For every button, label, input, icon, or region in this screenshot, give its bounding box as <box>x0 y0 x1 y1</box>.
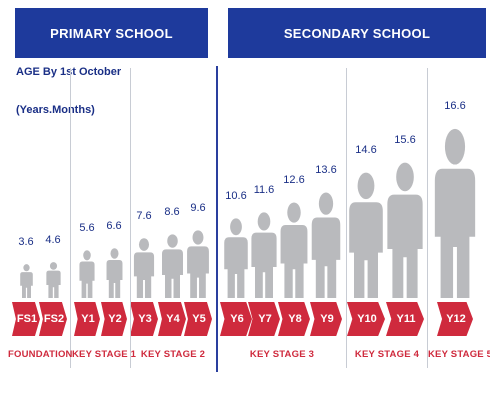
stage-label-2: KEY STAGE 2 <box>140 349 206 360</box>
year-badge-y11: Y11 <box>386 302 424 336</box>
year-badge-y4: Y4 <box>158 302 186 336</box>
stage-separator <box>346 68 347 368</box>
year-badge-y9: Y9 <box>310 302 342 336</box>
child-figure-icon-y7 <box>249 212 279 303</box>
child-figure-icon-y9 <box>309 192 343 303</box>
child-figure-icon-y11 <box>384 162 426 303</box>
year-badge-y8: Y8 <box>278 302 310 336</box>
year-code: Y6 <box>230 313 244 325</box>
year-code: Y8 <box>288 313 302 325</box>
year-code: Y10 <box>357 313 377 325</box>
year-badge-fs2: FS2 <box>39 302 67 336</box>
age-label-y3: 7.6 <box>136 210 152 222</box>
child-figure-icon-fs2 <box>45 262 62 303</box>
year-code: Y5 <box>192 313 206 325</box>
age-label-y12: 16.6 <box>444 100 466 112</box>
age-label-y11: 15.6 <box>394 134 416 146</box>
year-badge-y7: Y7 <box>248 302 280 336</box>
age-label-y1: 5.6 <box>79 222 95 234</box>
child-figure-icon-fs1 <box>19 264 34 303</box>
year-code: Y3 <box>138 313 152 325</box>
year-badge-y1: Y1 <box>74 302 100 336</box>
year-code: Y12 <box>446 313 466 325</box>
stage-label-5: KEY STAGE 5 <box>428 349 490 360</box>
year-badge-y5: Y5 <box>184 302 212 336</box>
year-code: Y9 <box>320 313 334 325</box>
child-figure-icon-y12 <box>431 128 479 303</box>
year-code: Y4 <box>166 313 180 325</box>
year-code: Y11 <box>396 313 416 325</box>
year-badge-y2: Y2 <box>101 302 127 336</box>
age-label-y5: 9.6 <box>190 202 206 214</box>
year-badge-y10: Y10 <box>347 302 385 336</box>
primary-school-title: PRIMARY SCHOOL <box>50 25 173 41</box>
year-badge-y12: Y12 <box>437 302 473 336</box>
child-figure-icon-y2 <box>105 248 124 303</box>
child-figure-icon-y6 <box>222 218 250 303</box>
year-code: Y7 <box>258 313 272 325</box>
age-title: AGE By 1st October <box>16 66 122 78</box>
age-label-y9: 13.6 <box>315 164 337 176</box>
primary-secondary-divider <box>216 66 218 372</box>
year-badge-y3: Y3 <box>130 302 158 336</box>
stage-label-1: KEY STAGE 1 <box>72 349 137 360</box>
age-label-y6: 10.6 <box>225 190 247 202</box>
age-label-y2: 6.6 <box>106 220 122 232</box>
stage-separator <box>427 68 428 368</box>
stage-separator <box>70 68 71 368</box>
child-figure-icon-y5 <box>185 230 211 303</box>
age-label-y8: 12.6 <box>283 174 305 186</box>
primary-school-header: PRIMARY SCHOOL <box>15 8 208 58</box>
year-code: FS2 <box>43 313 65 325</box>
stage-label-4: KEY STAGE 4 <box>354 349 420 360</box>
secondary-school-title: SECONDARY SCHOOL <box>283 25 431 41</box>
age-label-y10: 14.6 <box>355 144 377 156</box>
child-figure-icon-y10 <box>346 172 386 303</box>
stage-label-0: FOUNDATION <box>8 349 73 360</box>
child-figure-icon-y4 <box>160 234 185 303</box>
year-code: Y2 <box>108 313 122 325</box>
age-unit: (Years.Months) <box>16 104 95 116</box>
age-label-fs1: 3.6 <box>18 236 34 248</box>
child-figure-icon-y1 <box>78 250 96 303</box>
age-label-y7: 11.6 <box>253 184 275 196</box>
child-figure-icon-y8 <box>278 202 310 303</box>
age-label-y4: 8.6 <box>164 206 180 218</box>
year-badge-y6: Y6 <box>220 302 252 336</box>
year-code: FS1 <box>16 313 38 325</box>
year-code: Y1 <box>81 313 95 325</box>
stage-label-3: KEY STAGE 3 <box>249 349 315 360</box>
child-figure-icon-y3 <box>132 238 156 303</box>
age-label-fs2: 4.6 <box>45 234 61 246</box>
year-badge-fs1: FS1 <box>12 302 40 336</box>
secondary-school-header: SECONDARY SCHOOL <box>228 8 486 58</box>
stage-separator <box>130 68 131 368</box>
